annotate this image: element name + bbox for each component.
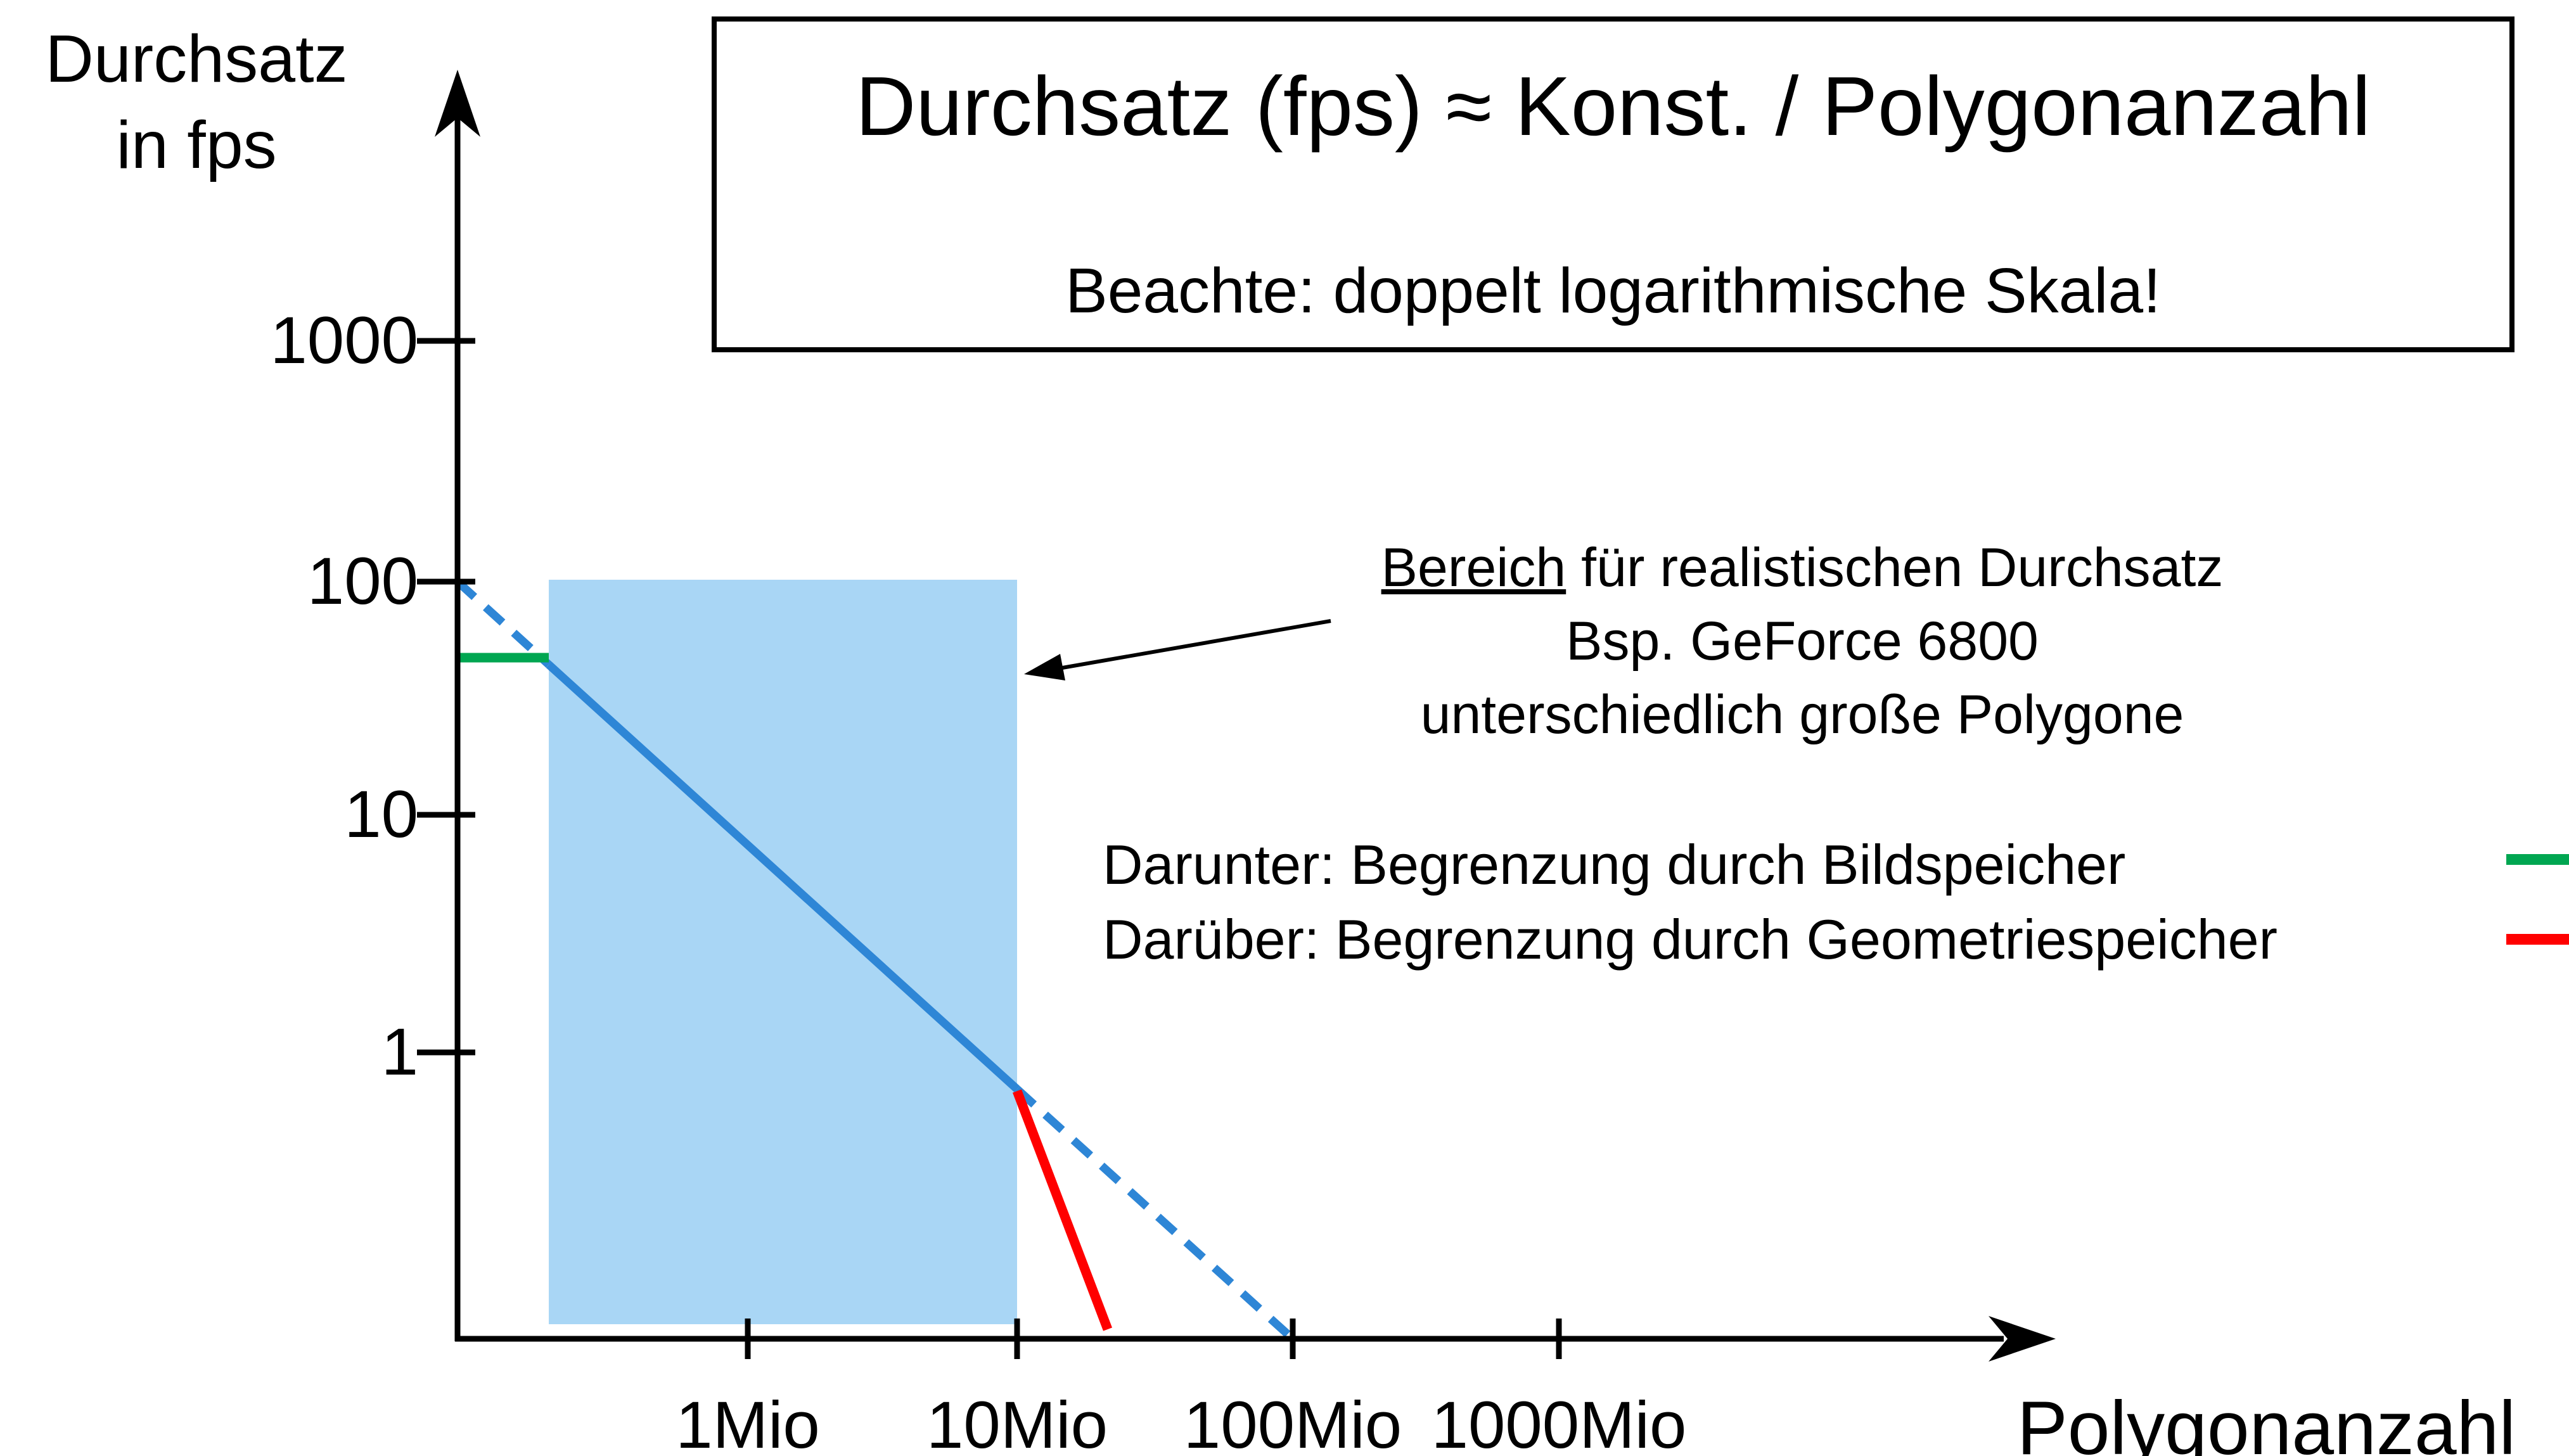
annotation-line3: unterschiedlich große Polygone: [1420, 684, 2184, 746]
x-tick-label-10mio: 10Mio: [926, 1388, 1108, 1456]
throughput-line-dashed-upper: [454, 578, 552, 668]
y-axis-title-line2: in fps: [116, 107, 277, 182]
annotation-line1: Bereich für realistischen Durchsatz: [1169, 531, 2436, 604]
x-axis-arrowhead: [1989, 1316, 2056, 1362]
y-tick-label-10: 10: [344, 777, 418, 852]
y-tick-label-1000: 1000: [270, 303, 418, 378]
legend-geometry-line: [2506, 934, 2569, 945]
throughput-line-dashed-lower: [1014, 1086, 1296, 1342]
title-note: Beachte: doppelt logarithmische Skala!: [1065, 255, 2161, 326]
x-axis-title: Polygonanzahl: [2016, 1386, 2516, 1456]
annotation-line2: Bsp. GeForce 6800: [1566, 611, 2039, 672]
annotation-arrowhead: [1024, 654, 1065, 680]
y-tick-label-1: 1: [381, 1015, 418, 1089]
y-axis-title-line1: Durchsatz: [45, 22, 348, 96]
throughput-line-solid: [546, 661, 1020, 1092]
legend-label-framebuffer: Darunter: Begrenzung durch Bildspeicher: [1103, 833, 2126, 896]
legend-label-geometry: Darüber: Begrenzung durch Geometriespeic…: [1103, 908, 2278, 971]
title-formula: Durchsatz (fps) ≈ Konst. / Polygonanzahl: [855, 60, 2371, 153]
y-axis-arrowhead: [435, 70, 480, 137]
x-tick-label-1000mio: 1000Mio: [1431, 1388, 1687, 1456]
x-tick-label-1mio: 1Mio: [676, 1388, 820, 1456]
geometry-limit-line: [1012, 1089, 1113, 1331]
y-axis-title: Durchsatz in fps: [19, 16, 374, 188]
annotation-bereich-underlined: Bereich: [1381, 537, 1566, 598]
title-box: Durchsatz (fps) ≈ Konst. / Polygonanzahl…: [712, 16, 2515, 352]
annotation-line1-rest: für realistischen Durchsatz: [1566, 537, 2224, 598]
annotation-arrow-line: [1054, 619, 1331, 671]
legend-framebuffer-line: [2506, 854, 2569, 865]
x-tick-label-100mio: 100Mio: [1183, 1388, 1402, 1456]
annotation-text: Bereich für realistischen Durchsatz Bsp.…: [1169, 531, 2436, 751]
realistic-range-region: [549, 580, 1017, 1324]
y-tick-label-100: 100: [307, 544, 418, 618]
